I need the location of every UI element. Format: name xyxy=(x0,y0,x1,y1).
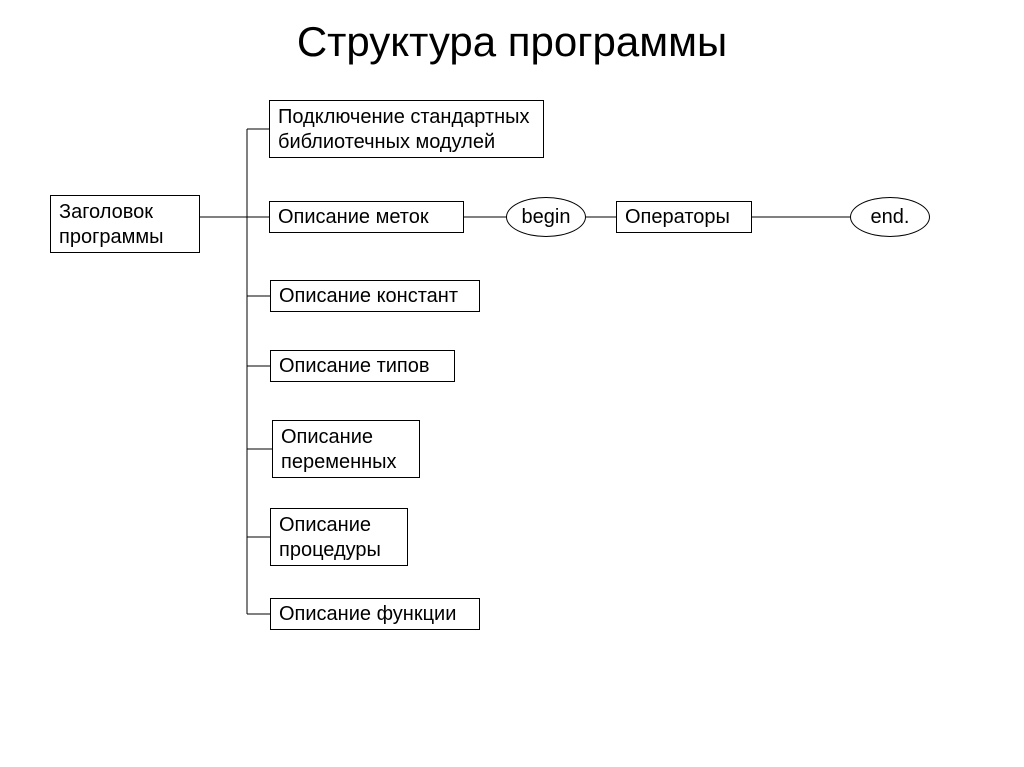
node-begin: begin xyxy=(506,197,586,237)
node-label: Описание процедуры xyxy=(279,513,381,563)
node-label: end. xyxy=(871,206,910,229)
node-label: Описание переменных xyxy=(281,425,397,475)
node-vars-decl: Описание переменных xyxy=(272,420,420,478)
node-operators: Операторы xyxy=(616,201,752,233)
node-label: Описание типов xyxy=(279,354,430,379)
diagram-canvas: Структура программы Заголовок программы … xyxy=(0,0,1024,767)
node-standard-libs: Подключение стандартных библиотечных мод… xyxy=(269,100,544,158)
node-label: Подключение стандартных библиотечных мод… xyxy=(278,105,530,155)
node-end: end. xyxy=(850,197,930,237)
node-labels-decl: Описание меток xyxy=(269,201,464,233)
page-title: Структура программы xyxy=(0,18,1024,66)
node-label: Описание меток xyxy=(278,205,429,230)
node-program-header: Заголовок программы xyxy=(50,195,200,253)
node-consts-decl: Описание констант xyxy=(270,280,480,312)
node-label: Описание констант xyxy=(279,284,458,309)
node-label: Заголовок программы xyxy=(59,200,164,250)
node-label: Описание функции xyxy=(279,602,456,627)
node-label: begin xyxy=(522,206,571,229)
node-funcs-decl: Описание функции xyxy=(270,598,480,630)
node-types-decl: Описание типов xyxy=(270,350,455,382)
node-procs-decl: Описание процедуры xyxy=(270,508,408,566)
node-label: Операторы xyxy=(625,205,730,230)
